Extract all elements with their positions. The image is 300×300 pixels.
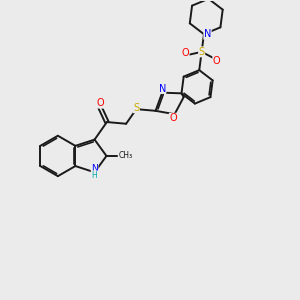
Text: N: N — [204, 29, 211, 39]
Text: S: S — [133, 103, 140, 113]
Text: O: O — [182, 48, 189, 58]
Text: S: S — [199, 47, 205, 57]
Text: H: H — [92, 171, 98, 180]
Text: N: N — [158, 83, 166, 94]
Text: CH₃: CH₃ — [118, 152, 132, 160]
Text: O: O — [213, 56, 220, 66]
Text: O: O — [96, 98, 104, 108]
Text: N: N — [91, 164, 98, 173]
Text: O: O — [169, 113, 177, 123]
